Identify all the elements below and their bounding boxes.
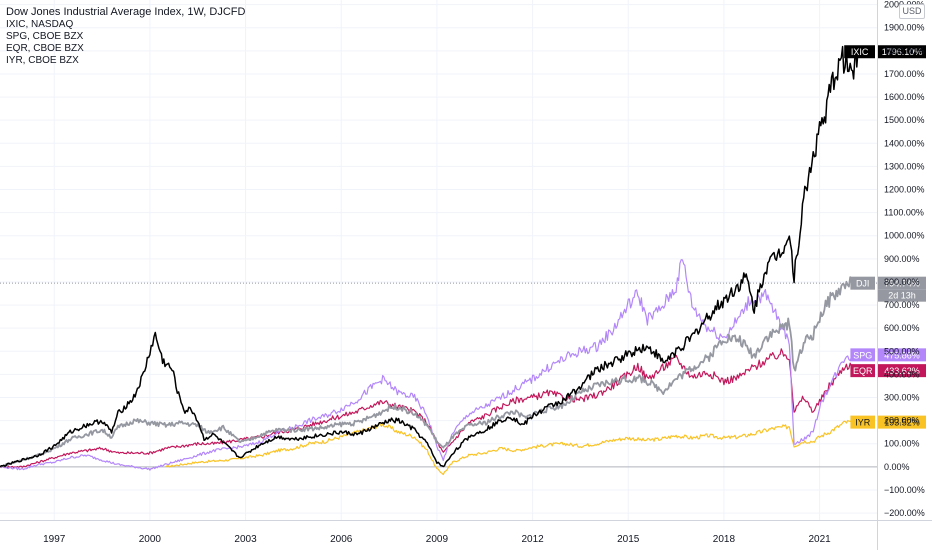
series-line-spg[interactable] [0, 259, 853, 471]
ticker-label-eqr: EQR [853, 366, 873, 376]
countdown-label: 2d 13h [888, 291, 916, 301]
ticker-label-dji: DJI [856, 279, 870, 289]
y-tick-label: 1600.00% [884, 92, 925, 102]
value-label-iyr: 193.52% [884, 418, 920, 428]
y-tick-label: −200.00% [884, 508, 925, 518]
y-tick-label: 800.00% [884, 277, 920, 287]
x-tick-label: 2012 [521, 534, 544, 545]
y-tick-label: 0.00% [884, 462, 910, 472]
x-tick-label: 1997 [43, 534, 66, 545]
ticker-chip-iyr [850, 415, 875, 429]
y-tick-label: 200.00% [884, 416, 920, 426]
series-line-iyr[interactable] [165, 419, 852, 476]
price-label-ixic: IXIC 1796.10% [844, 45, 926, 59]
price-label-spg: SPG 475.86% [850, 348, 926, 362]
value-chip-eqr [878, 364, 926, 378]
y-tick-label: 1800.00% [884, 46, 925, 56]
price-label-eqr: EQR 433.62% [850, 364, 926, 378]
value-chip-ixic [878, 45, 926, 59]
legend-title: Dow Jones Industrial Average Index, 1W, … [6, 6, 246, 18]
ticker-label-ixic: IXIC [851, 47, 869, 57]
value-label-ixic: 1796.10% [882, 47, 923, 57]
series-line-ixic[interactable] [0, 45, 859, 468]
y-tick-label: 1500.00% [884, 115, 925, 125]
value-label-dji: 794.74% [884, 279, 920, 289]
value-chip-dji [878, 276, 926, 290]
price-label-iyr: IYR 193.52% [850, 415, 926, 429]
series-lines [0, 45, 859, 476]
value-chip-iyr [878, 415, 926, 429]
legend-item-ixic[interactable]: IXIC, NASDAQ [6, 19, 74, 30]
x-tick-label: 2018 [713, 534, 736, 545]
ticker-chip-ixic [844, 45, 875, 59]
price-label-dji: DJI 794.74% 2d 13h [850, 276, 926, 302]
legend-item-spg[interactable]: SPG, CBOE BZX [6, 31, 84, 42]
price-labels: IXIC 1796.10% DJI 794.74% 2d 13h SPG 475.86% EQ… [844, 45, 926, 429]
x-tick-label: 2021 [808, 534, 831, 545]
ticker-chip-spg [850, 348, 875, 362]
ticker-label-spg: SPG [853, 350, 872, 360]
y-tick-label: 600.00% [884, 323, 920, 333]
y-tick-label: 100.00% [884, 439, 920, 449]
y-tick-label: 1900.00% [884, 23, 925, 33]
value-label-eqr: 433.62% [884, 366, 920, 376]
x-tick-label: 2003 [234, 534, 257, 545]
countdown-chip [878, 289, 926, 302]
y-tick-label: 300.00% [884, 393, 920, 403]
ticker-chip-eqr [850, 364, 875, 378]
y-tick-label: −100.00% [884, 485, 925, 495]
value-label-spg: 475.86% [884, 350, 920, 360]
legend-item-iyr[interactable]: IYR, CBOE BZX [6, 55, 79, 66]
y-tick-label: 900.00% [884, 254, 920, 264]
value-chip-spg [878, 348, 926, 362]
ticker-label-iyr: IYR [855, 418, 871, 428]
series-line-dji[interactable] [0, 276, 853, 468]
y-tick-label: 1200.00% [884, 185, 925, 195]
grid [0, 0, 877, 520]
x-tick-label: 2000 [139, 534, 162, 545]
y-tick-label: 400.00% [884, 369, 920, 379]
y-tick-label: 1100.00% [884, 208, 924, 218]
y-tick-labels: −200.00% −100.00% 0.00% 100.00% 200.00% 300.0… [884, 0, 925, 518]
x-tick-label: 2015 [617, 534, 640, 545]
y-tick-label: 1300.00% [884, 161, 925, 171]
y-tick-label: 1700.00% [884, 69, 925, 79]
x-tick-label: 2006 [330, 534, 353, 545]
currency-button[interactable]: USD [899, 4, 925, 19]
chart-legend: Dow Jones Industrial Average Index, 1W, … [6, 6, 245, 67]
x-tick-label: 2009 [426, 534, 449, 545]
y-tick-label: 700.00% [884, 300, 920, 310]
y-tick-label: 500.00% [884, 346, 920, 356]
y-tick-label: 1000.00% [884, 231, 925, 241]
x-tick-labels: 1997 2000 2003 2006 2009 2012 2015 2018 2021 [43, 534, 831, 545]
legend-item-eqr[interactable]: EQR, CBOE BZX [6, 43, 84, 54]
ticker-chip-dji [850, 276, 875, 290]
y-tick-label: 1400.00% [884, 138, 925, 148]
